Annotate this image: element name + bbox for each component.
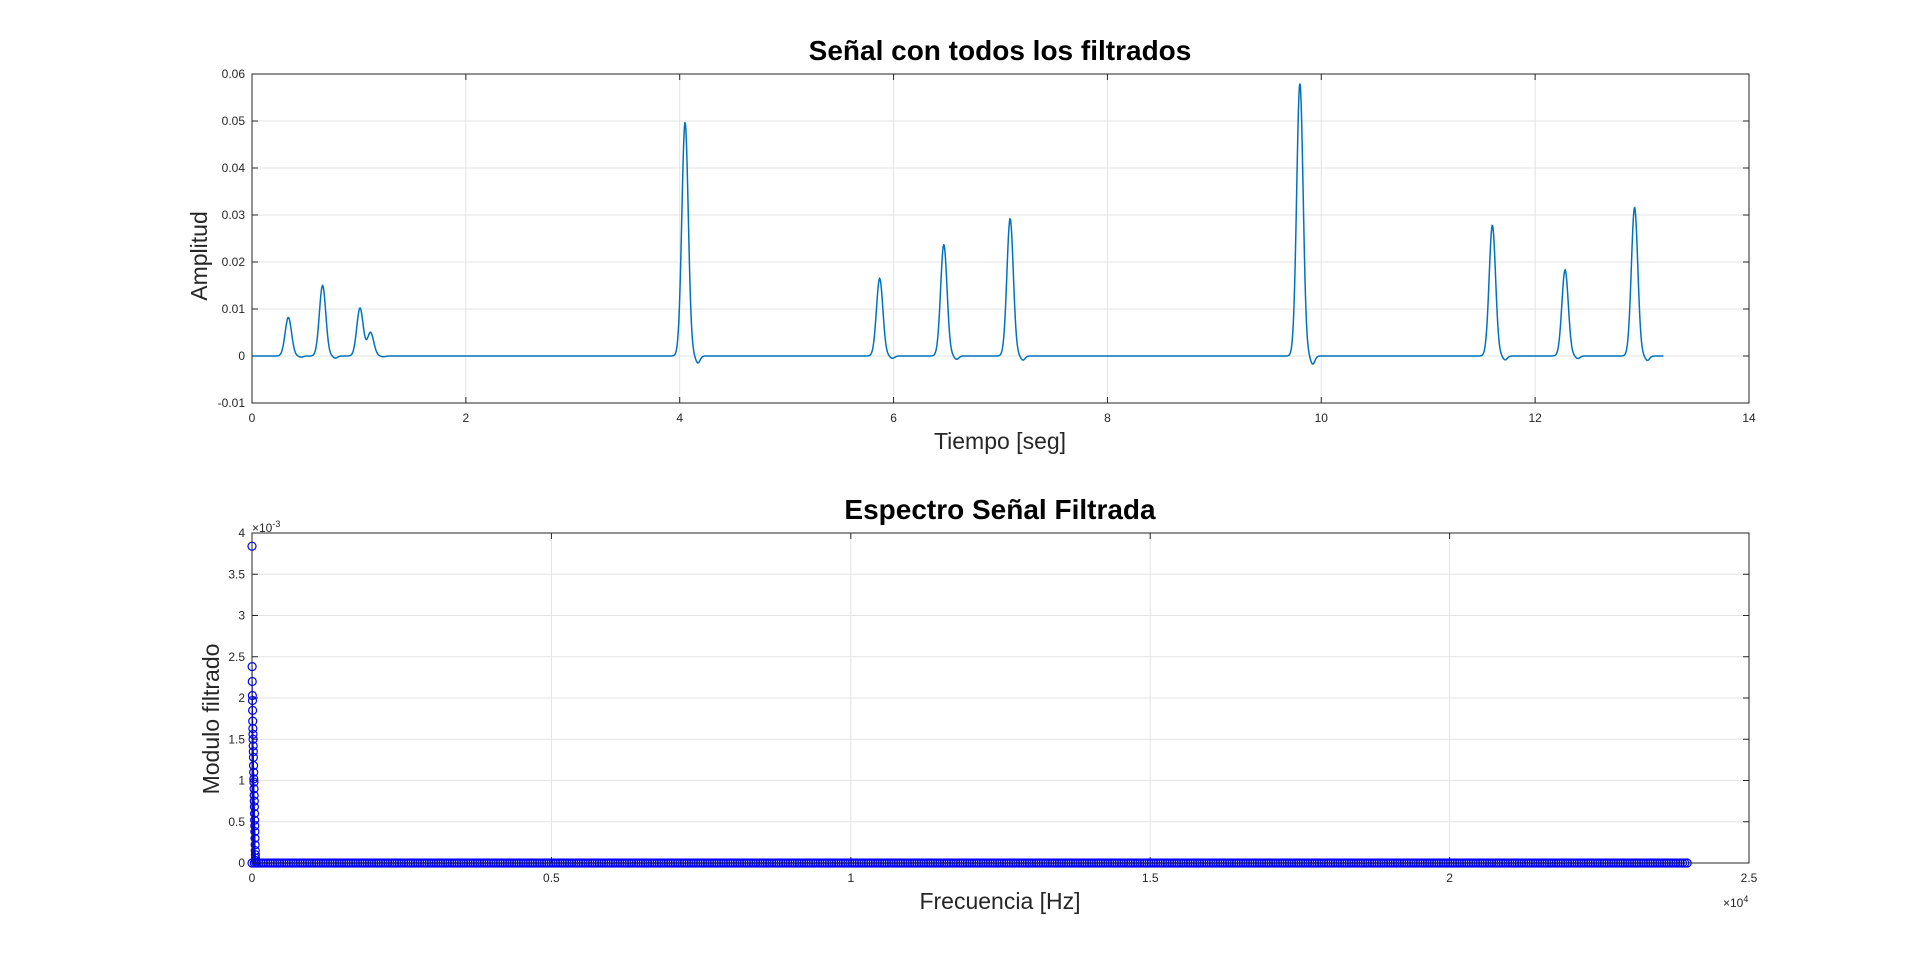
x-tick-label: 8 xyxy=(1104,411,1111,425)
spectrum-marker xyxy=(250,833,260,843)
x-tick-label: 0.5 xyxy=(543,871,560,885)
signal-ticks: 0 2 4 6 8 10 12 14-0.0100.010.020.030.040.050.0… xyxy=(218,67,1756,425)
y-tick-label: 0.02 xyxy=(222,255,246,269)
y-tick-label: -0.01 xyxy=(218,396,246,410)
y-tick-label: 0.04 xyxy=(222,161,246,175)
spectrum-y-axis-label: Modulo filtrado xyxy=(198,644,224,795)
spectrum-marker xyxy=(248,734,258,744)
spectrum-y-exponent: ×10-3 xyxy=(252,519,280,535)
spectrum-marker xyxy=(248,729,258,739)
y-tick-label: 3 xyxy=(238,609,245,623)
y-tick-label: 0 xyxy=(238,349,245,363)
spectrum-axes: Espectro Señal Filtrada Frecuencia [Hz] … xyxy=(198,494,1758,914)
signal-x-axis-label: Tiempo [seg] xyxy=(934,428,1066,454)
x-tick-label: 6 xyxy=(890,411,897,425)
y-tick-label: 0.5 xyxy=(228,815,245,829)
y-tick-label: 0.06 xyxy=(222,67,246,81)
x-tick-label: 0 xyxy=(249,871,256,885)
y-tick-label: 0.01 xyxy=(222,302,246,316)
x-tick-label: 1 xyxy=(847,871,854,885)
y-tick-label: 3.5 xyxy=(228,567,245,581)
x-tick-label: 2.5 xyxy=(1741,871,1758,885)
signal-axes-box xyxy=(251,73,1750,404)
spectrum-axes-box xyxy=(251,532,1750,864)
signal-axes: Señal con todos los filtrados Tiempo [se… xyxy=(186,35,1756,454)
spectrum-x-exponent: ×104 xyxy=(1723,894,1748,910)
x-tick-label: 2 xyxy=(1446,871,1453,885)
spectrum-marker xyxy=(248,723,258,734)
spectrum-ticks: 0 0.5 1 1.5 2 2.5 0 0.5 1 1.5 2 2.5 3 3.5 4 xyxy=(228,526,1757,885)
spectrum-marker xyxy=(250,821,260,831)
spectrum-marker xyxy=(249,784,259,794)
y-tick-label: 2.5 xyxy=(228,650,245,664)
x-tick-label: 2 xyxy=(463,411,470,425)
signal-series-line xyxy=(252,83,1664,365)
x-tick-label: 14 xyxy=(1742,411,1756,425)
y-tick-label: 0.03 xyxy=(222,208,246,222)
x-tick-label: 1.5 xyxy=(1142,871,1159,885)
signal-plot-area xyxy=(252,83,1664,365)
spectrum-chart-title: Espectro Señal Filtrada xyxy=(844,494,1156,525)
y-tick-label: 1 xyxy=(238,774,245,788)
signal-y-axis-label: Amplitud xyxy=(186,211,212,300)
y-tick-label: 0 xyxy=(238,856,245,870)
x-tick-label: 4 xyxy=(676,411,683,425)
y-tick-label: 2 xyxy=(238,691,245,705)
x-tick-label: 10 xyxy=(1315,411,1329,425)
x-tick-label: 0 xyxy=(249,411,256,425)
spectrum-marker xyxy=(250,840,260,850)
spectrum-marker xyxy=(248,747,258,757)
x-tick-label: 12 xyxy=(1528,411,1542,425)
spectrum-marker xyxy=(250,827,260,837)
spectrum-marker xyxy=(247,705,258,715)
spectrum-marker xyxy=(249,790,259,800)
y-tick-label: 0.05 xyxy=(222,114,246,128)
spectrum-marker xyxy=(248,761,259,771)
spectrum-marker xyxy=(249,777,259,787)
spectrum-marker xyxy=(249,802,259,812)
spectrum-x-axis-label: Frecuencia [Hz] xyxy=(919,888,1080,914)
signal-chart-title: Señal con todos los filtrados xyxy=(809,35,1192,66)
spectrum-marker xyxy=(248,741,258,751)
spectrum-marker xyxy=(250,815,260,825)
y-tick-label: 1.5 xyxy=(228,732,245,746)
spectrum-marker xyxy=(249,796,259,806)
spectrum-marker xyxy=(249,808,260,819)
spectrum-marker xyxy=(249,767,259,777)
y-tick-label: 4 xyxy=(238,526,245,540)
